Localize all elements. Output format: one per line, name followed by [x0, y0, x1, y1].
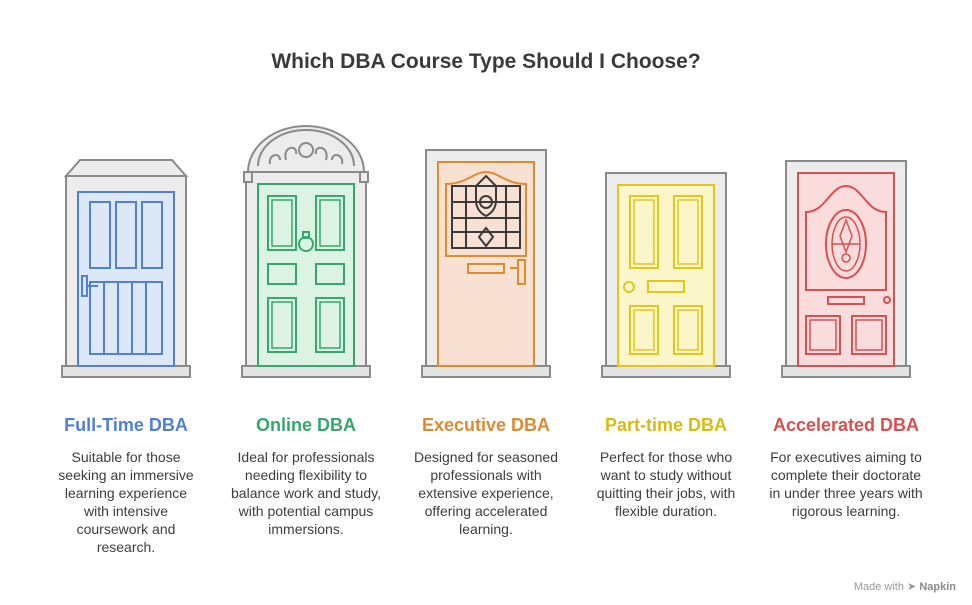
option-online: Online DBA Ideal for professionals needi…: [216, 414, 396, 538]
part-time-door: [601, 172, 731, 378]
option-title-full-time: Full-Time DBA: [64, 415, 188, 435]
option-part-time: Part-time DBA Perfect for those who want…: [576, 414, 756, 520]
option-description-full-time: Suitable for those seeking an immersive …: [58, 449, 194, 555]
option-full-time: Full-Time DBA Suitable for those seeking…: [36, 414, 216, 556]
option-description-part-time: Perfect for those who want to study with…: [596, 449, 736, 519]
option-description-accelerated: For executives aiming to complete their …: [769, 449, 923, 519]
option-title-online: Online DBA: [255, 415, 356, 435]
option-title-executive: Executive DBA: [421, 415, 551, 435]
online-door: [241, 125, 371, 378]
napkin-watermark: Made with ➤ Napkin: [854, 580, 956, 593]
option-description-online: Ideal for professionals needing flexibil…: [231, 449, 381, 537]
option-accelerated: Accelerated DBA For executives aiming to…: [756, 414, 936, 520]
napkin-brand: Napkin: [919, 581, 956, 593]
option-title-part-time: Part-time DBA: [604, 415, 728, 435]
option-executive: Executive DBA Designed for seasoned prof…: [396, 414, 576, 538]
page-title: Which DBA Course Type Should I Choose?: [271, 50, 701, 73]
doors-illustration: [61, 125, 911, 378]
full-time-door: [61, 159, 191, 378]
accelerated-door: [781, 160, 911, 378]
napkin-icon: ➤: [907, 581, 917, 593]
option-title-accelerated: Accelerated DBA: [772, 415, 920, 435]
option-description-executive: Designed for seasoned professionals with…: [414, 449, 558, 537]
made-with-label: Made with: [853, 581, 904, 593]
executive-door: [421, 149, 551, 378]
